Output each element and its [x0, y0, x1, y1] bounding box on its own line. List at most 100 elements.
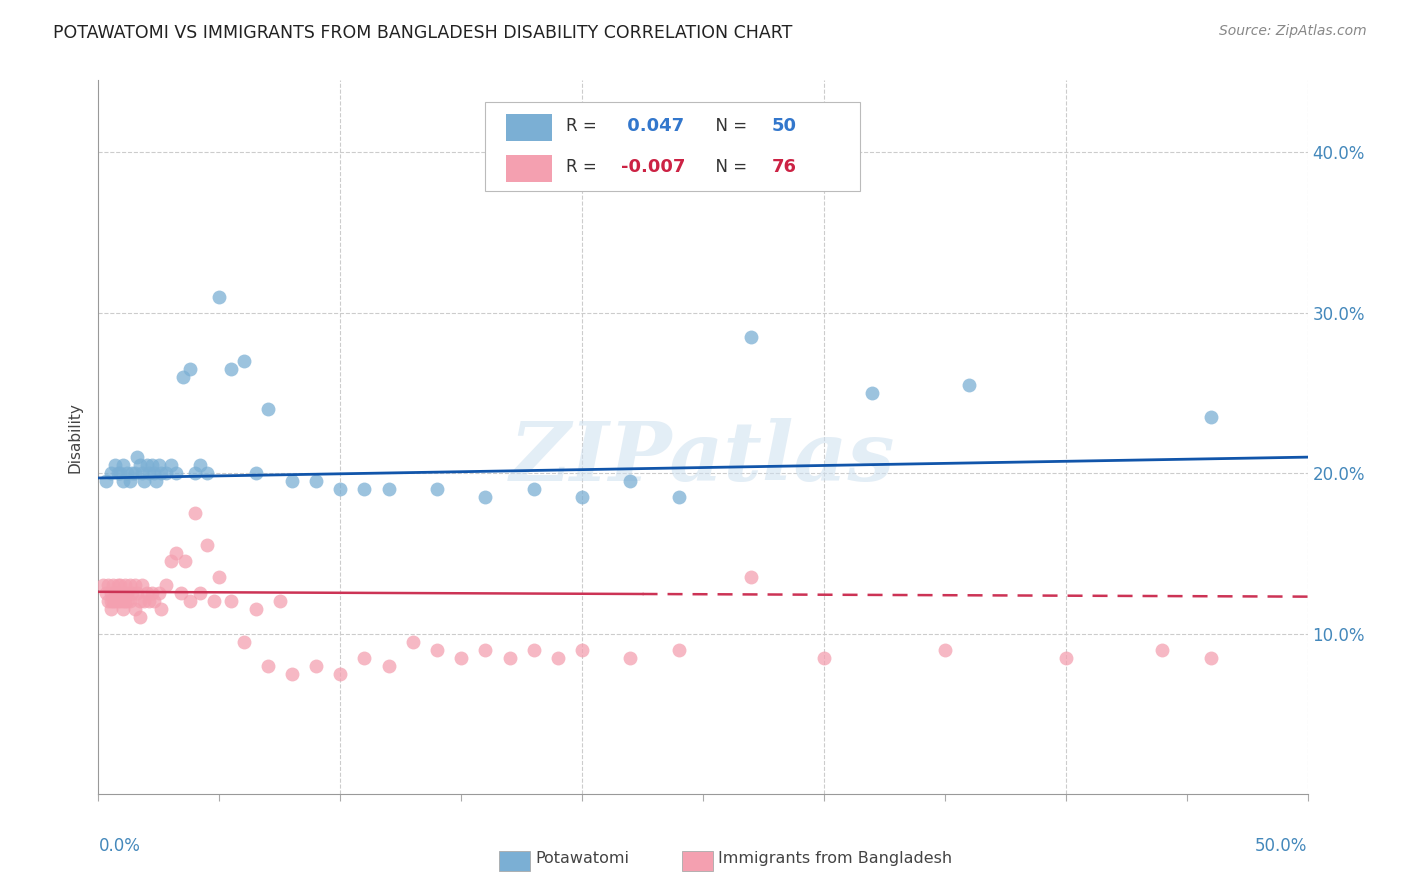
Point [934, 642, 956, 657]
Text: N =: N = [706, 117, 752, 135]
Point [232, 634, 254, 648]
Point [111, 594, 134, 608]
Point [101, 594, 124, 608]
Point [571, 642, 593, 657]
Point [450, 650, 472, 665]
Point [100, 466, 122, 480]
Point [117, 466, 139, 480]
Point [94, 586, 117, 600]
Text: 76: 76 [772, 159, 797, 177]
Point [165, 546, 187, 560]
Point [108, 466, 131, 480]
Text: 0.0%: 0.0% [98, 837, 141, 855]
Point [148, 586, 170, 600]
Point [232, 354, 254, 368]
Point [121, 586, 143, 600]
Point [195, 538, 218, 552]
Point [1152, 642, 1174, 657]
Point [353, 482, 375, 496]
Point [118, 578, 141, 592]
Point [523, 482, 546, 496]
Point [571, 490, 593, 504]
Text: 0.047: 0.047 [621, 117, 683, 135]
Bar [506, 114, 551, 141]
Point [269, 594, 291, 608]
Point [155, 578, 177, 592]
Text: 50: 50 [772, 117, 797, 135]
Point [305, 474, 328, 488]
Point [474, 490, 496, 504]
Text: -0.007: -0.007 [621, 159, 685, 177]
Text: POTAWATOMI VS IMMIGRANTS FROM BANGLADESH DISABILITY CORRELATION CHART: POTAWATOMI VS IMMIGRANTS FROM BANGLADESH… [53, 24, 793, 42]
Point [169, 586, 191, 600]
Point [377, 482, 399, 496]
Point [208, 290, 231, 304]
Point [104, 458, 127, 472]
Point [377, 658, 399, 673]
Point [619, 474, 641, 488]
Point [208, 570, 231, 584]
Point [160, 554, 183, 568]
Text: N =: N = [706, 159, 752, 177]
Point [160, 458, 183, 472]
Point [118, 594, 141, 608]
Point [145, 474, 167, 488]
Point [1199, 410, 1222, 425]
Point [813, 650, 835, 665]
Point [141, 586, 163, 600]
Point [97, 594, 120, 608]
Bar [506, 155, 551, 182]
Text: ZIPatlas: ZIPatlas [510, 418, 896, 499]
Point [740, 330, 762, 344]
Point [111, 586, 134, 600]
Point [426, 642, 449, 657]
Point [124, 602, 146, 616]
Point [138, 594, 160, 608]
Point [128, 610, 150, 624]
Point [165, 466, 187, 480]
Point [114, 594, 136, 608]
Point [101, 578, 124, 592]
Point [100, 594, 122, 608]
Point [135, 458, 157, 472]
Point [245, 602, 267, 616]
Point [150, 466, 173, 480]
Point [143, 466, 166, 480]
Point [131, 466, 153, 480]
Point [256, 658, 278, 673]
Point [135, 586, 157, 600]
Point [281, 474, 304, 488]
Point [111, 602, 134, 616]
Point [195, 466, 218, 480]
Text: 50.0%: 50.0% [1256, 837, 1308, 855]
Point [111, 474, 134, 488]
Point [329, 666, 352, 681]
Point [121, 466, 143, 480]
Point [94, 474, 117, 488]
Point [204, 594, 226, 608]
Point [124, 466, 146, 480]
Point [155, 466, 177, 480]
Point [188, 458, 211, 472]
Point [957, 378, 980, 392]
Point [128, 458, 150, 472]
Point [91, 578, 114, 592]
Point [402, 634, 425, 648]
Point [353, 650, 375, 665]
Point [426, 482, 449, 496]
Point [107, 594, 129, 608]
Point [100, 586, 122, 600]
Point [148, 458, 170, 472]
Point [134, 474, 156, 488]
Point [118, 474, 141, 488]
Point [107, 466, 129, 480]
Point [108, 578, 131, 592]
Point [179, 362, 201, 376]
Point [117, 586, 139, 600]
Point [172, 370, 194, 384]
Point [128, 594, 150, 608]
Point [860, 386, 883, 401]
Point [97, 578, 120, 592]
Point [104, 594, 127, 608]
Point [547, 650, 569, 665]
